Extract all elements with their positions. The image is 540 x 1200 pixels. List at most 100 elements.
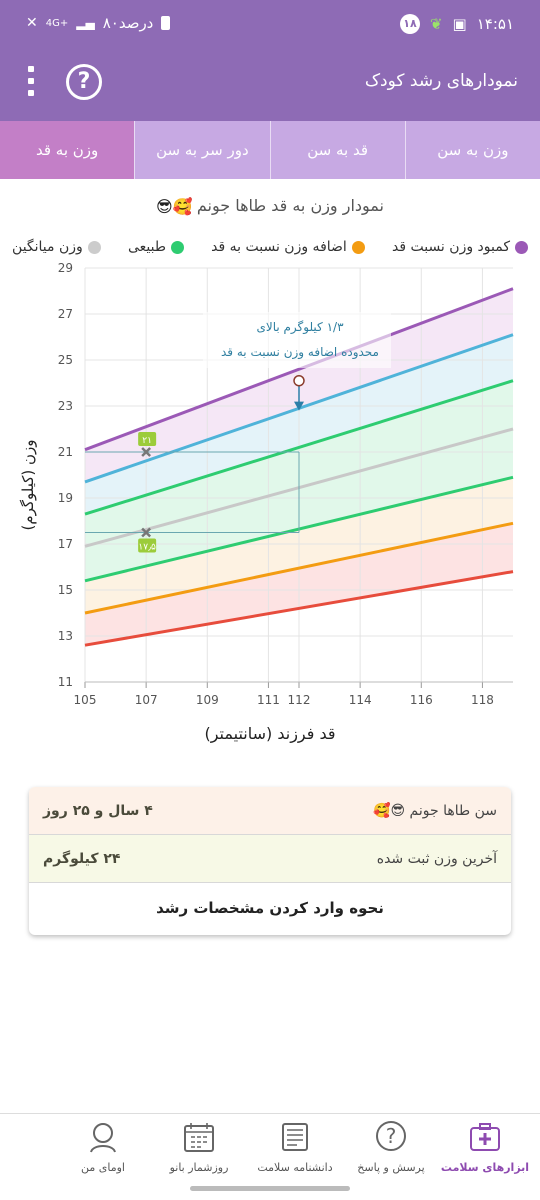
annotation-line1: ۱/۳ کیلوگرم بالای	[256, 320, 344, 335]
legend-label: اضافه وزن نسبت به قد	[211, 239, 347, 255]
x-tick-label: 114	[349, 693, 372, 707]
app-bar: نمودارهای رشد کودک ?	[0, 44, 540, 121]
x-axis-label: قد فرزند (سانتیمتر)	[204, 724, 336, 743]
gallery-icon: ▣	[452, 15, 467, 33]
growth-chart: 11 13 15 17 19 21 23 25 27 29 105 107 109 111 112 114 11…	[58, 262, 514, 707]
data-point-label: ۲۱	[142, 436, 152, 446]
series-line	[84, 570, 514, 647]
nav-label: پرسش و پاسخ	[357, 1161, 425, 1174]
data-point-label-bg	[138, 432, 157, 446]
weight-value: ۲۴ کیلوگرم	[43, 850, 121, 867]
y-tick-label: 17	[58, 537, 73, 551]
notification-count-badge: ۱۸	[399, 14, 420, 34]
series-line	[84, 287, 514, 452]
x-tick-label: 105	[74, 693, 97, 707]
network-label: 4G+	[45, 17, 69, 29]
y-axis-label-wrap: وزن (کیلوگرم)	[19, 439, 37, 530]
legend-dot	[170, 240, 184, 254]
y-tick-label: 19	[58, 491, 73, 505]
y-tick-label: 21	[58, 445, 73, 459]
status-right: ۱۸ ❦ ▣ ۱۴:۵۱	[399, 14, 514, 34]
battery-icon	[161, 16, 171, 30]
nav-label: روزشمار بانو	[169, 1161, 229, 1174]
svg-text:?: ?	[386, 1124, 397, 1148]
status-left: ✕ 4G+ ▂▄ ۸۰درصد	[26, 14, 171, 32]
age-row: سن طاها جونم 😎🥰 ۴ سال و ۲۵ روز	[29, 787, 511, 835]
legend-item-average[interactable]: وزن میانگین	[12, 236, 101, 258]
weight-row: آخرین وزن ثبت شده ۲۴ کیلوگرم	[29, 835, 511, 883]
annotation-bg	[203, 312, 391, 368]
legend-label: کمبود وزن نسبت قد	[391, 239, 510, 255]
annotation-arrow-head	[294, 401, 304, 411]
x-tick-label: 118	[471, 693, 494, 707]
legend-item-normal[interactable]: طبیعی	[128, 236, 184, 258]
newspaper-icon	[282, 1123, 308, 1151]
howto-button[interactable]: نحوه وارد کردن مشخصات رشد	[156, 899, 384, 917]
chart-title: نمودار وزن به قد طاها جونم	[196, 196, 384, 215]
health-kit-icon	[470, 1123, 500, 1151]
annotation-origin-marker	[293, 374, 305, 387]
status-time: ۱۴:۵۱	[476, 15, 514, 33]
leaf-app-icon: ❦	[429, 15, 443, 33]
legend-item-underweight[interactable]: کمبود وزن نسبت قد	[392, 236, 528, 258]
page-title: نمودارهای رشد کودک	[364, 71, 518, 91]
y-tick-label: 13	[58, 629, 73, 643]
help-circle-icon[interactable]: ?	[66, 64, 102, 100]
bottom-navigation: ابزارهای سلامت ? پرسش و پاسخ دانشنامه سل…	[0, 1113, 540, 1185]
y-tick-label: 15	[58, 583, 73, 597]
tab-weight-for-age[interactable]: وزن به سن	[404, 121, 540, 179]
nav-label: ابزارهای سلامت	[440, 1161, 530, 1174]
profile-icon	[90, 1123, 116, 1153]
tab-head-for-age[interactable]: دور سر به سن	[134, 121, 269, 179]
data-point-marker	[141, 447, 152, 457]
mute-icon: ✕	[26, 15, 38, 31]
x-tick-label: 116	[410, 693, 433, 707]
age-label: سن طاها جونم	[409, 802, 497, 819]
tab-weight-for-height[interactable]: وزن به قد	[0, 121, 135, 179]
y-tick-label: 27	[58, 307, 73, 321]
x-tick-label: 109	[196, 693, 219, 707]
signal-icon: ▂▄	[76, 16, 95, 30]
nav-profile[interactable]: اومای من	[58, 1120, 148, 1174]
nav-label: دانشنامه سلامت	[257, 1161, 333, 1174]
y-tick-label: 29	[58, 262, 73, 275]
age-value: ۴ سال و ۲۵ روز	[43, 802, 153, 819]
question-icon: ?	[376, 1121, 406, 1151]
nav-calendar[interactable]: روزشمار بانو	[154, 1120, 244, 1174]
battery-text: ۸۰درصد	[102, 14, 154, 32]
growth-summary-card: سن طاها جونم 😎🥰 ۴ سال و ۲۵ روز آخرین وزن…	[29, 787, 511, 935]
legend-item-overweight[interactable]: اضافه وزن نسبت به قد	[211, 236, 365, 258]
tab-height-for-age[interactable]: قد به سن	[269, 121, 405, 179]
status-bar: ۱۸ ❦ ▣ ۱۴:۵۱ ✕ 4G+ ▂▄ ۸۰درصد	[0, 0, 540, 44]
nav-encyclopedia[interactable]: دانشنامه سلامت	[250, 1120, 340, 1174]
legend-label: وزن میانگین	[12, 239, 83, 255]
calendar-icon	[184, 1123, 214, 1152]
nav-qa[interactable]: ? پرسش و پاسخ	[346, 1120, 436, 1174]
nav-label: اومای من	[81, 1161, 125, 1174]
weight-label: آخرین وزن ثبت شده	[376, 850, 497, 867]
home-indicator	[190, 1186, 350, 1191]
data-point-label: ۱۷٫۵	[138, 543, 156, 553]
legend-label: طبیعی	[127, 239, 166, 255]
more-vertical-icon[interactable]	[28, 66, 36, 100]
nav-health-tools[interactable]: ابزارهای سلامت	[440, 1120, 530, 1174]
x-tick-label: 112	[288, 693, 311, 707]
chart-title-emoji: 😎🥰	[156, 197, 193, 216]
age-label-emoji: 😎🥰	[373, 802, 406, 819]
series-line	[84, 379, 514, 516]
y-tick-label: 23	[58, 399, 73, 413]
y-tick-label: 25	[58, 353, 73, 367]
annotation-line2: محدوده اضافه وزن نسبت به قد	[221, 345, 379, 360]
legend-dot	[515, 240, 528, 254]
y-axis-label: وزن (کیلوگرم)	[19, 439, 37, 530]
data-point-marker	[141, 527, 152, 538]
age-label-wrap: سن طاها جونم 😎🥰	[373, 803, 497, 819]
chart-legend: کمبود وزن نسبت قد اضافه وزن نسبت به قد ط…	[12, 236, 528, 258]
y-tick-label: 11	[58, 675, 73, 689]
x-tick-label: 107	[135, 693, 158, 707]
chart-tabs: وزن به قد دور سر به سن قد به سن وزن به س…	[0, 121, 540, 179]
series-line	[84, 521, 514, 615]
legend-dot	[351, 240, 365, 254]
legend-dot	[87, 240, 101, 254]
data-point-label-bg	[138, 538, 157, 553]
